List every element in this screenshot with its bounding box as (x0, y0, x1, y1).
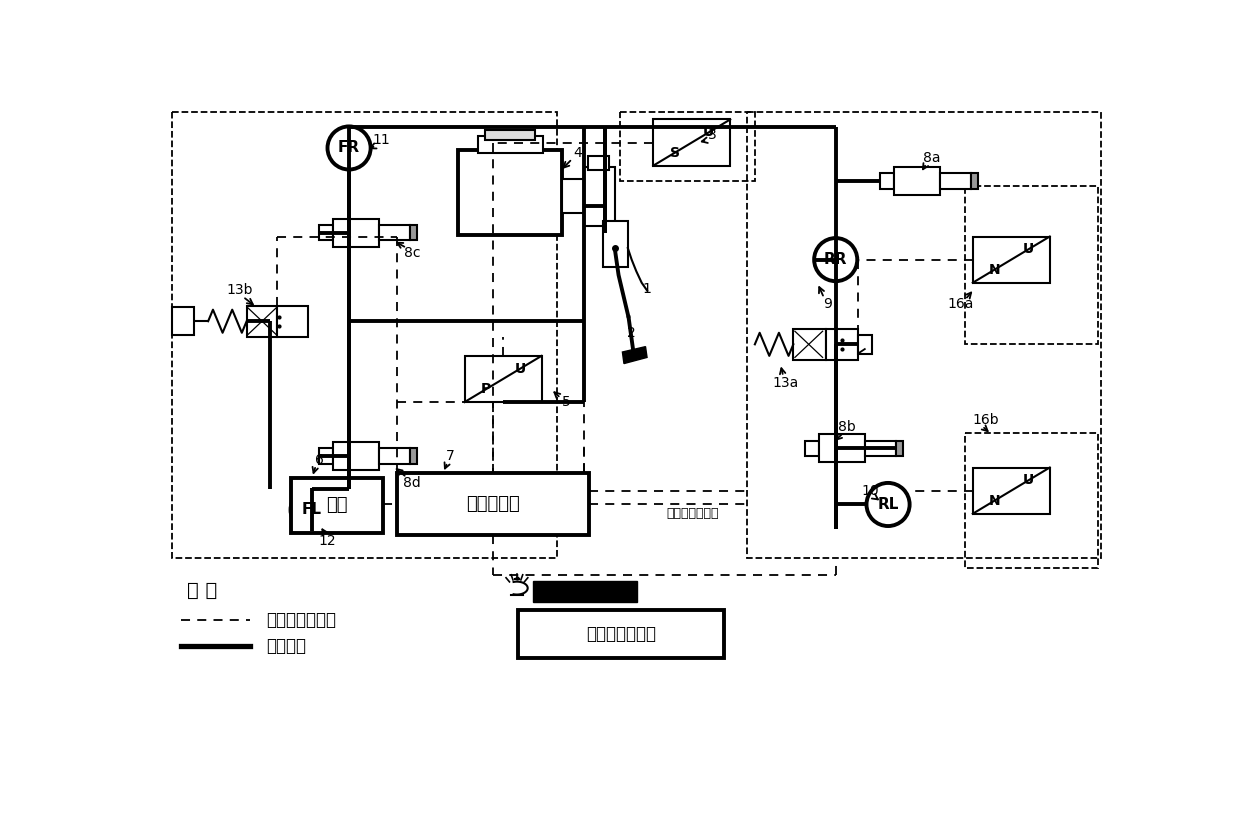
Text: 至其它电控系统: 至其它电控系统 (666, 508, 719, 521)
Bar (588, 156, 609, 170)
Text: 1: 1 (642, 282, 651, 296)
Bar (319, 225, 332, 241)
Text: 信号线和电源线: 信号线和电源线 (265, 611, 336, 629)
Bar (332, 219, 379, 246)
Bar (172, 112, 557, 558)
Text: 11: 11 (372, 133, 391, 147)
Bar (940, 173, 971, 188)
Text: N: N (988, 494, 1001, 508)
Text: 13b: 13b (227, 283, 253, 297)
Text: 7: 7 (446, 449, 455, 463)
Text: 8d: 8d (403, 476, 422, 490)
Text: 电源: 电源 (326, 496, 347, 514)
Bar (563, 179, 584, 214)
Circle shape (867, 483, 910, 526)
Text: 9: 9 (823, 296, 832, 311)
Text: N: N (988, 263, 1001, 277)
Text: 16b: 16b (972, 413, 999, 427)
Text: RL: RL (878, 497, 899, 512)
Bar (653, 119, 730, 166)
Bar (972, 237, 1050, 282)
Bar (459, 150, 563, 235)
Bar (794, 329, 826, 360)
Circle shape (327, 126, 371, 170)
Text: 12: 12 (319, 534, 336, 548)
Text: RR: RR (823, 252, 847, 267)
Bar (965, 432, 1097, 568)
Text: 16a: 16a (947, 297, 973, 311)
Text: FR: FR (339, 140, 360, 156)
Bar (748, 112, 1101, 558)
Bar (477, 136, 543, 153)
Text: 图 例: 图 例 (187, 581, 217, 601)
Text: U: U (1023, 242, 1034, 256)
Bar (866, 441, 895, 456)
Bar (818, 434, 866, 462)
Bar (319, 448, 332, 463)
Text: U: U (703, 126, 714, 140)
Text: 4: 4 (573, 146, 582, 161)
Bar (805, 441, 818, 456)
Text: 8a: 8a (924, 151, 941, 165)
Text: S: S (670, 146, 680, 160)
Bar (290, 477, 383, 533)
Bar (397, 473, 589, 534)
Text: 3: 3 (708, 128, 717, 142)
Bar (533, 581, 637, 602)
Bar (858, 335, 872, 353)
Text: 制动控制器: 制动控制器 (466, 494, 520, 512)
Bar (172, 308, 193, 335)
Text: FL: FL (303, 503, 322, 517)
Bar (971, 173, 978, 188)
Bar (584, 167, 615, 226)
Text: U: U (515, 361, 526, 376)
Bar (620, 112, 755, 181)
Text: 6: 6 (315, 453, 324, 467)
Bar (880, 173, 894, 188)
Bar (247, 306, 278, 337)
Bar (603, 221, 627, 268)
Bar (895, 441, 903, 456)
Bar (517, 610, 724, 658)
Bar (826, 329, 858, 360)
Bar (410, 448, 417, 463)
Bar (894, 167, 940, 195)
Bar (332, 442, 379, 470)
Bar (965, 187, 1097, 344)
Bar (485, 131, 536, 140)
Circle shape (290, 488, 334, 531)
Text: 13a: 13a (773, 376, 799, 390)
Text: 制动管路: 制动管路 (265, 637, 306, 655)
Polygon shape (622, 347, 647, 364)
Bar (465, 356, 542, 402)
Bar (278, 306, 309, 337)
Text: U: U (1023, 473, 1034, 487)
Bar (410, 225, 417, 241)
Text: 雷达、摄像夤等: 雷达、摄像夤等 (585, 625, 656, 643)
Text: 10: 10 (862, 484, 879, 498)
Bar (972, 468, 1050, 514)
Text: P: P (481, 382, 491, 396)
Text: 2: 2 (627, 326, 636, 339)
Bar (379, 225, 410, 241)
Text: 5: 5 (562, 395, 570, 409)
Text: 8c: 8c (404, 246, 420, 260)
Bar (379, 448, 410, 463)
Circle shape (815, 238, 857, 282)
Text: 8b: 8b (838, 420, 856, 434)
